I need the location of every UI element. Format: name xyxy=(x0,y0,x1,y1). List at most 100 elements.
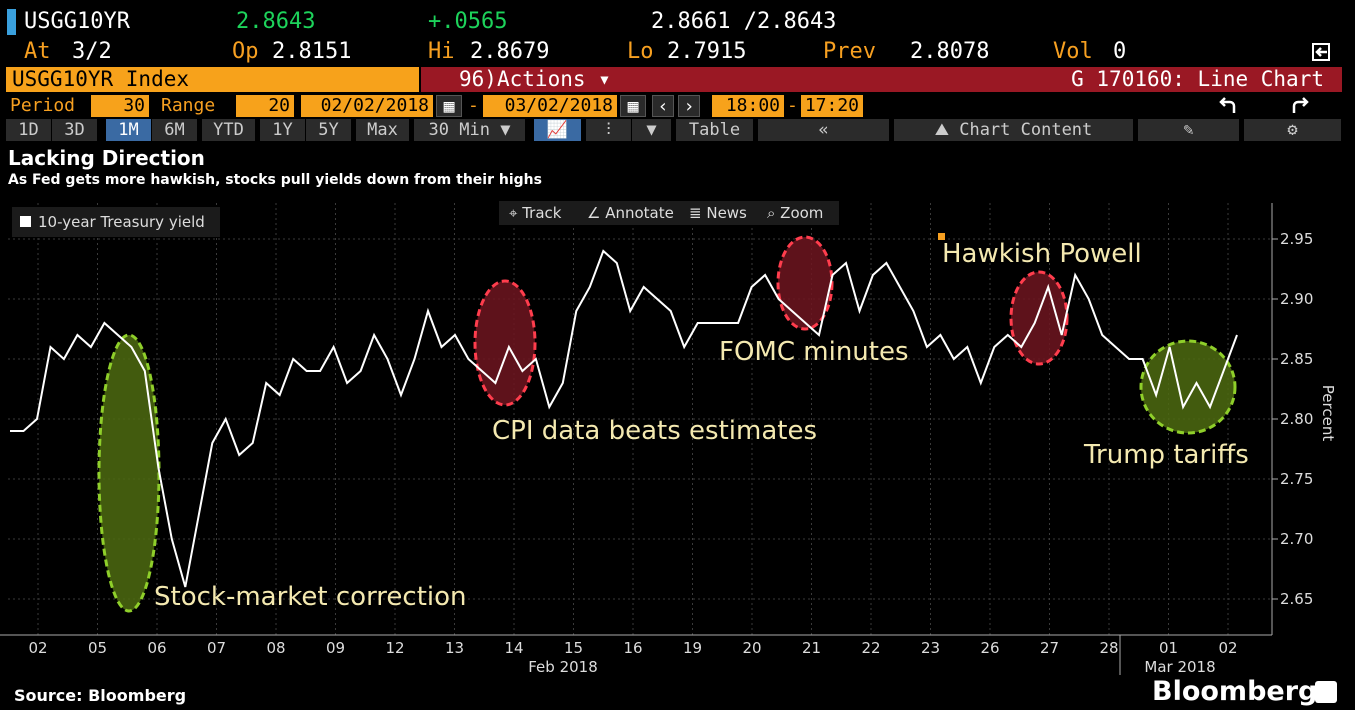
redo-icon[interactable] xyxy=(1288,96,1312,116)
span-3d[interactable]: 3D xyxy=(52,119,98,141)
zoom-tool[interactable]: ⌕ Zoom xyxy=(767,204,824,222)
x-tick-label: 13 xyxy=(445,639,464,657)
x-tick-label: 07 xyxy=(207,639,226,657)
end-date-field[interactable]: 03/02/2018 xyxy=(483,95,617,117)
annotation-label: Trump tariffs xyxy=(1083,440,1249,470)
x-tick-label: 12 xyxy=(385,639,404,657)
period-bar: Period 30 Range 20 02/02/2018 ▦ - 03/02/… xyxy=(6,95,1342,117)
news-tool[interactable]: ≣ News xyxy=(689,204,747,222)
price-change: +.0565 xyxy=(428,9,508,34)
bar-chart-icon[interactable]: ⫶ xyxy=(586,119,632,141)
collapse-button[interactable]: « xyxy=(758,119,890,141)
start-date-field[interactable]: 02/02/2018 xyxy=(301,95,433,117)
span-max[interactable]: Max xyxy=(356,119,410,141)
x-tick-label: 08 xyxy=(266,639,285,657)
x-tick-label: 06 xyxy=(147,639,166,657)
annotation-label: CPI data beats estimates xyxy=(492,416,817,446)
x-tick-label: 16 xyxy=(623,639,642,657)
x-tick-label: 21 xyxy=(802,639,821,657)
x-tick-label: 22 xyxy=(861,639,880,657)
highlight-ellipse xyxy=(1009,270,1069,366)
prev-period-icon[interactable]: ‹ xyxy=(652,95,674,117)
span-ytd[interactable]: YTD xyxy=(202,119,256,141)
chart-grid xyxy=(0,203,1273,675)
bid-ask: 2.8661 /2.8643 xyxy=(651,9,837,34)
x-tick-label: 02 xyxy=(28,639,47,657)
x-tick-label: 20 xyxy=(742,639,761,657)
x-tick-label: 19 xyxy=(683,639,702,657)
chart-content-button[interactable]: ⛰ Chart Content xyxy=(894,119,1134,141)
legend-swatch xyxy=(20,216,31,227)
bloomberg-chart-icon xyxy=(1315,681,1337,703)
span-1y[interactable]: 1Y xyxy=(260,119,306,141)
chart-annotations: Stock-market correction CPI data beats es… xyxy=(154,233,1249,612)
next-period-icon[interactable]: › xyxy=(678,95,700,117)
x-tick-label: 23 xyxy=(921,639,940,657)
end-time-field[interactable]: 17:20 xyxy=(801,95,863,117)
chart-content-label: Chart Content xyxy=(959,120,1093,140)
chart-tools: ⌖ Track ∠ Annotate ≣ News ⌕ Zoom xyxy=(499,201,839,225)
annotation-marker xyxy=(938,233,945,240)
undo-icon[interactable] xyxy=(1216,96,1240,116)
prev-label: Prev xyxy=(823,39,876,64)
annotate-tool[interactable]: ∠ Annotate xyxy=(587,204,674,222)
span-1d[interactable]: 1D xyxy=(6,119,52,141)
span-6m[interactable]: 6M xyxy=(152,119,198,141)
x-tick-label: 27 xyxy=(1040,639,1059,657)
open-value: 2.8151 xyxy=(272,39,352,64)
y-tick-label: 2.85 xyxy=(1280,350,1313,368)
month-label: Mar 2018 xyxy=(1144,658,1215,676)
span-1m[interactable]: 1M xyxy=(106,119,152,141)
interval-dropdown[interactable]: 30 Min ▼ xyxy=(414,119,526,141)
actions-code: 96) xyxy=(459,67,497,91)
high-label: Hi xyxy=(428,39,455,64)
chart-legend[interactable]: 10-year Treasury yield xyxy=(12,207,220,237)
ticker-symbol[interactable]: USGG10YR xyxy=(24,9,130,34)
chevron-down-icon[interactable]: ▼ xyxy=(632,119,672,141)
chart-subtitle: As Fed gets more hawkish, stocks pull yi… xyxy=(8,172,542,188)
span-5y[interactable]: 5Y xyxy=(306,119,352,141)
open-label: Op xyxy=(232,39,259,64)
period-field[interactable]: 30 xyxy=(91,95,149,117)
edit-icon[interactable]: ✎ xyxy=(1138,119,1240,141)
highlight-ellipse xyxy=(473,279,537,407)
x-tick-label: 28 xyxy=(1099,639,1118,657)
table-button[interactable]: Table xyxy=(676,119,754,141)
y-tick-label: 2.95 xyxy=(1280,230,1313,248)
line-chart-icon[interactable]: 📈 xyxy=(534,119,582,141)
highlight-ellipse xyxy=(97,333,161,613)
last-price: 2.8643 xyxy=(236,9,316,34)
x-tick-label: 01 xyxy=(1159,639,1178,657)
x-tick-label: 15 xyxy=(564,639,583,657)
high-value: 2.8679 xyxy=(470,39,550,64)
volume-value: 0 xyxy=(1113,39,1127,64)
range-field[interactable]: 20 xyxy=(236,95,294,117)
calendar-icon[interactable]: ▦ xyxy=(620,95,646,117)
chart-title: Lacking Direction xyxy=(8,146,205,170)
source-note: Source: Bloomberg xyxy=(14,686,187,705)
low-value: 2.7915 xyxy=(667,39,747,64)
x-tick-label: 26 xyxy=(980,639,999,657)
settings-icon[interactable]: ⚙ xyxy=(1244,119,1342,141)
actions-menu[interactable]: Actions ▾ xyxy=(497,67,611,91)
quote-row: USGG10YR 2.8643 +.0565 2.8661 /2.8643 xyxy=(0,6,1355,38)
stats-row: At 3/2 Op 2.8151 Hi 2.8679 Lo 2.7915 Pre… xyxy=(0,37,1355,67)
bloomberg-logo: Bloomberg xyxy=(1152,676,1318,707)
chart-toolbar: 1D 3D 1M 6M YTD 1Y 5Y Max 30 Min ▼ 📈 ⫶ ▼… xyxy=(6,119,1342,141)
line-chart[interactable]: 2.652.702.752.802.852.902.95 02 05 06 07 08 0… xyxy=(0,195,1355,685)
security-field[interactable]: USGG10YR Index xyxy=(6,67,419,92)
prev-value: 2.8078 xyxy=(910,39,990,64)
export-icon[interactable] xyxy=(1310,41,1332,63)
annotation-label: Stock-market correction xyxy=(154,582,467,612)
start-time-field[interactable]: 18:00 xyxy=(712,95,784,117)
calendar-icon[interactable]: ▦ xyxy=(436,95,462,117)
x-axis-ticks: 02 05 06 07 08 09 12 13 14 15 16 19 20 21 22 23 26 27 28 01… xyxy=(28,639,1237,676)
y-tick-label: 2.70 xyxy=(1280,530,1313,548)
month-label: Feb 2018 xyxy=(528,658,598,676)
date-dash: - xyxy=(468,95,479,116)
annotation-label: Hawkish Powell xyxy=(942,239,1142,269)
low-label: Lo xyxy=(627,39,654,64)
legend-label: 10-year Treasury yield xyxy=(38,213,205,231)
track-tool[interactable]: ⌖ Track xyxy=(509,204,562,222)
at-value: 3/2 xyxy=(72,39,112,64)
